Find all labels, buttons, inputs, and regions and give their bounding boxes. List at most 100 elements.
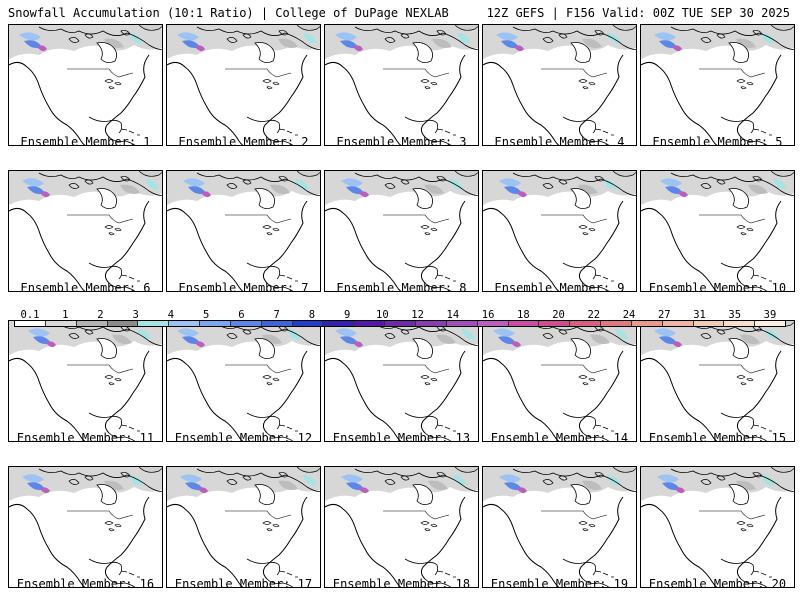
legend-color-bar [14, 320, 786, 327]
map-canvas [325, 25, 478, 145]
member-label: Ensemble Member: 5 [652, 135, 783, 149]
legend-color-swatch [385, 321, 416, 326]
legend-color-swatch [508, 321, 540, 326]
legend-color-swatch [323, 321, 355, 326]
map-canvas [167, 321, 320, 441]
map-canvas [483, 25, 636, 145]
member-label: Ensemble Member: 10 [648, 281, 787, 295]
legend-color-swatch [415, 321, 447, 326]
map-panel-member-8 [324, 170, 479, 292]
map-canvas [483, 171, 636, 291]
map-panel-member-13 [324, 320, 479, 442]
legend-color-swatch [76, 321, 108, 326]
member-label: Ensemble Member: 18 [332, 577, 471, 591]
legend-tick-label: 2 [97, 309, 104, 321]
legend-color-swatch [261, 321, 293, 326]
legend-color-swatch [724, 321, 756, 326]
legend-tick-label: 12 [411, 309, 424, 321]
legend-tick-label: 16 [481, 309, 495, 321]
legend-tick-label: 0.1 [20, 309, 40, 321]
map-panel-member-12 [166, 320, 321, 442]
map-panel-member-3 [324, 24, 479, 146]
legend-tick-label: 10 [376, 309, 389, 321]
legend-color-swatch [539, 321, 571, 326]
legend-color-swatch [446, 321, 478, 326]
legend-color-swatch [138, 321, 170, 326]
member-label: Ensemble Member: 15 [648, 431, 787, 445]
member-label: Ensemble Member: 8 [336, 281, 467, 295]
member-label: Ensemble Member: 12 [174, 431, 313, 445]
map-canvas [483, 467, 636, 587]
map-canvas [167, 171, 320, 291]
map-canvas [641, 171, 794, 291]
legend-labels: 0.1 1 2 3 4 5 6 7 8 9 10 12 14 16 18 20 22 24 27 31 35 39 [14, 309, 786, 321]
map-panel-member-6 [8, 170, 163, 292]
member-label: Ensemble Member: 13 [332, 431, 471, 445]
legend-tick-label: 8 [308, 309, 316, 321]
member-label: Ensemble Member: 1 [20, 135, 151, 149]
map-canvas [167, 467, 320, 587]
legend-tick-label: 35 [728, 309, 742, 321]
legend-tick-label: 4 [167, 309, 175, 321]
map-canvas [9, 25, 162, 145]
legend-tick-label: 24 [622, 309, 636, 321]
legend-tick-label: 18 [517, 309, 530, 321]
member-label: Ensemble Member: 17 [174, 577, 313, 591]
map-canvas [325, 171, 478, 291]
legend-color-swatch [693, 321, 725, 326]
map-panel-member-10 [640, 170, 795, 292]
legend-color-swatch [662, 321, 694, 326]
legend-color-swatch [601, 321, 632, 326]
legend-color-swatch [354, 321, 386, 326]
legend-color-swatch [477, 321, 509, 326]
legend-tick-label: 6 [238, 309, 245, 321]
legend-color-swatch [169, 321, 201, 326]
map-canvas [325, 467, 478, 587]
member-label: Ensemble Member: 11 [16, 431, 155, 445]
legend-tick-label: 22 [587, 309, 601, 321]
member-label: Ensemble Member: 16 [16, 577, 155, 591]
legend-tick-label: 20 [552, 309, 565, 321]
map-panel-member-14 [482, 320, 637, 442]
legend-tick-label: 5 [203, 309, 210, 321]
legend-color-swatch [200, 321, 231, 326]
map-panel-member-16 [8, 466, 163, 588]
member-label: Ensemble Member: 6 [20, 281, 151, 295]
legend-color-swatch [570, 321, 602, 326]
member-label: Ensemble Member: 3 [336, 135, 467, 149]
map-panel-member-19 [482, 466, 637, 588]
legend-tick-label: 14 [446, 309, 460, 321]
legend-tick-label: 39 [763, 309, 777, 321]
map-panel-member-15 [640, 320, 795, 442]
legend-color-swatch [45, 321, 77, 326]
map-panel-member-1 [8, 24, 163, 146]
member-label: Ensemble Member: 19 [490, 577, 629, 591]
map-canvas [9, 171, 162, 291]
map-panel-member-18 [324, 466, 479, 588]
legend-color-swatch [15, 321, 46, 326]
legend-color-swatch [755, 321, 786, 326]
map-panel-member-11 [8, 320, 163, 442]
legend-tick-label: 31 [693, 309, 706, 321]
legend-color-swatch [292, 321, 324, 326]
legend-tick-label: 7 [273, 309, 280, 321]
legend-color-swatch [230, 321, 262, 326]
map-canvas [9, 321, 162, 441]
map-panel-member-7 [166, 170, 321, 292]
map-panel-member-9 [482, 170, 637, 292]
member-label: Ensemble Member: 9 [494, 281, 625, 295]
snowfall-legend: 0.1 1 2 3 4 5 6 7 8 9 10 12 14 16 18 20 22 24 27 31 35 39 [14, 309, 786, 327]
map-panel-member-17 [166, 466, 321, 588]
map-canvas [167, 25, 320, 145]
member-label: Ensemble Member: 14 [490, 431, 629, 445]
member-label: Ensemble Member: 2 [178, 135, 309, 149]
map-canvas [641, 467, 794, 587]
map-canvas [9, 467, 162, 587]
legend-tick-label: 3 [132, 309, 139, 321]
map-canvas [325, 321, 478, 441]
map-panel-member-4 [482, 24, 637, 146]
legend-color-swatch [107, 321, 139, 326]
member-label: Ensemble Member: 7 [178, 281, 309, 295]
map-canvas [641, 25, 794, 145]
map-panel-member-2 [166, 24, 321, 146]
